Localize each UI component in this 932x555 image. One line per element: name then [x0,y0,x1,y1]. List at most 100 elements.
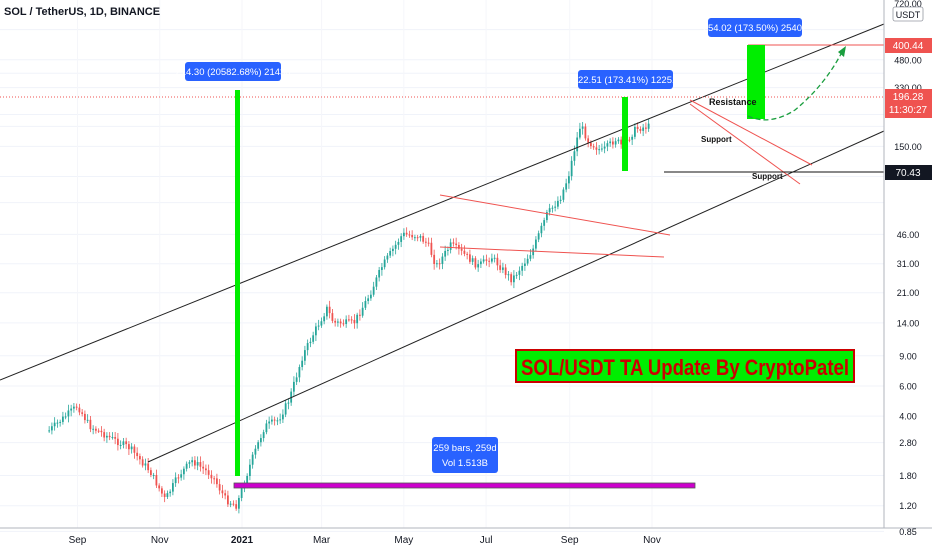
candle-body [565,183,568,190]
x-tick-label: May [394,535,413,546]
candle-body [350,319,353,321]
svg-text:196.28: 196.28 [893,92,924,103]
candle-body [86,419,89,421]
candle-body [601,148,603,150]
date-range-bar[interactable] [233,482,696,489]
candle-body [590,142,592,147]
measure-bar-2[interactable] [622,97,628,171]
candle-body [639,128,642,131]
measure-bar-3[interactable] [747,45,765,119]
candle-body [612,141,614,145]
candle-body [147,463,150,471]
measure-label-2: 122.51 (173.41%) 12251 [573,70,677,89]
y-tick-label: 1.80 [899,471,917,481]
candle-body [375,277,378,287]
candle-body [144,463,147,466]
candle-body [174,477,177,484]
candle-body [150,470,152,475]
candle-body [328,306,331,314]
measure-label-3: 254.02 (173.50%) 25402 [703,18,807,37]
candle-body [273,419,276,421]
candle-body [279,419,282,421]
projection-curve[interactable] [747,51,843,121]
candle-body [108,435,111,438]
candle-body [268,421,271,424]
svg-text:400.44: 400.44 [893,41,924,52]
candle-body [265,423,268,433]
upper-channel-line[interactable] [0,23,885,381]
candle-body [551,207,554,209]
date-range-label: 259 bars, 259d Vol 1.513B [432,437,498,473]
candle-body [570,160,573,177]
candle-body [254,448,257,455]
candle-body [499,265,502,270]
candle-body [75,406,78,408]
candle-body [205,468,207,471]
candle-body [416,237,419,239]
triangle-lower-line[interactable] [439,246,665,258]
support-label-2: Support [752,172,783,181]
candle-body [257,442,260,449]
measure-label-1: 214.30 (20582.68%) 21430 [175,62,291,81]
candle-body [95,428,97,431]
candle-body [224,493,227,496]
triangle-upper-line[interactable] [439,194,671,236]
candle-body [141,459,144,466]
candle-body [444,250,447,257]
candle-body [282,414,284,420]
title-banner: SOL/USDT TA Update By CryptoPatel [515,349,855,383]
x-tick-label: 2021 [231,535,254,546]
candle-body [342,323,345,325]
candle-body [609,141,612,144]
svg-text:11:30:27: 11:30:27 [889,105,928,116]
wedge-upper-line[interactable] [689,99,813,166]
candle-body [469,254,471,262]
candle-body [603,146,606,149]
candle-body [389,251,392,256]
measure-bar-1[interactable] [235,90,240,476]
candle-body [235,504,238,509]
candle-body [447,249,449,251]
y-axis[interactable]: 0.590.851.201.802.804.006.009.0014.0021.… [894,55,922,555]
currency-badge[interactable] [892,6,924,22]
candle-body [92,428,95,430]
candle-body [163,493,166,497]
x-tick-label: Nov [151,535,169,546]
candle-body [251,454,254,465]
candle-body [260,438,262,443]
candle-body [513,275,515,283]
candle-body [392,248,394,252]
candle-body [169,491,172,494]
y-tick-label: 31.00 [897,259,920,269]
candle-body [185,463,188,469]
candle-body [166,493,169,497]
candle-body [48,430,51,432]
candle-body [136,452,139,457]
candle-body [301,360,304,368]
x-axis[interactable]: Sep Nov 2021 Mar May Jul Sep Nov [69,535,661,546]
y-tick-label: 6.00 [899,381,917,391]
candle-body [411,235,414,238]
candle-body [647,123,650,129]
last-price-badge: 196.28 11:30:27 [885,89,932,118]
candle-body [383,259,386,268]
candle-body [433,254,436,264]
candle-body [460,248,463,251]
wedge-lower-line[interactable] [689,103,801,185]
lower-channel-line[interactable] [147,130,885,463]
candle-body [284,403,287,415]
candle-body [246,475,249,485]
candle-body [287,402,290,404]
candle-body [452,242,455,244]
candle-body [455,243,458,246]
candle-body [491,258,493,262]
candle-body [227,495,229,505]
candle-body [70,408,73,411]
candle-body [276,420,279,422]
candle-body [202,466,205,469]
svg-text:70.43: 70.43 [895,168,920,179]
candle-body [89,419,92,430]
candle-body [67,410,70,417]
